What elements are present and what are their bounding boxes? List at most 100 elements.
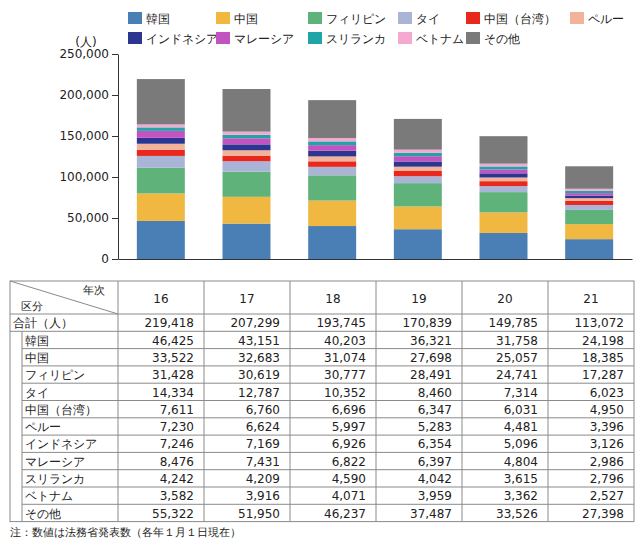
legend-swatch <box>128 32 142 44</box>
y-tick-label: 0 <box>101 252 109 266</box>
row-label: ペルー <box>25 420 61 434</box>
data-table: 年次区分161718192021合計（人）219,418207,299193,7… <box>10 281 634 522</box>
y-axis: 050,000100,000150,000200,000250,000 <box>59 47 118 266</box>
row-label: スリランカ <box>25 472 85 486</box>
table-cell: 32,683 <box>238 351 280 365</box>
bar-segment <box>137 156 185 168</box>
corner-bottom: 区分 <box>21 300 43 313</box>
bar-segment <box>565 239 613 259</box>
legend-item: インドネシア <box>128 32 218 46</box>
table-cell: 7,230 <box>160 420 194 434</box>
note: 注：数値は法務省発表数（各年１月１日現在） <box>10 526 241 539</box>
y-tick: 0 <box>101 252 118 266</box>
table-cell: 5,997 <box>332 420 366 434</box>
column-header: 17 <box>239 292 254 306</box>
bar-segment <box>137 168 185 194</box>
column-header: 19 <box>411 292 426 306</box>
y-tick-label: 250,000 <box>59 47 109 61</box>
bar-segment <box>223 135 271 138</box>
table-cell: 8,476 <box>160 455 194 469</box>
table-cell: 2,527 <box>590 489 624 503</box>
table-cell: 43,151 <box>238 334 280 348</box>
row-label: 中国 <box>25 351 49 365</box>
table-cell: 170,839 <box>402 316 452 330</box>
y-tick-mark <box>112 95 118 96</box>
bar-segment <box>565 198 613 201</box>
legend-label: ベトナム <box>416 32 464 46</box>
bar-segment <box>308 151 356 157</box>
legend-label: 中国 <box>234 12 258 26</box>
table-rule <box>22 383 634 384</box>
table-cell: 3,396 <box>590 420 624 434</box>
table-cell: 6,023 <box>590 386 624 400</box>
table-cell: 3,126 <box>590 437 624 451</box>
legend-label: その他 <box>484 32 520 46</box>
row-label: その他 <box>25 507 61 521</box>
table-cell: 8,460 <box>418 386 452 400</box>
y-tick-label: 50,000 <box>67 211 109 225</box>
bar-segment <box>137 150 185 156</box>
table-cell: 24,741 <box>496 368 538 382</box>
table-cell: 36,321 <box>410 334 452 348</box>
table-cell: 2,986 <box>590 455 624 469</box>
legend-label: インドネシア <box>146 32 218 46</box>
bar-segment <box>565 189 613 191</box>
table-cell: 6,347 <box>418 403 452 417</box>
table-cell: 31,758 <box>496 334 538 348</box>
row-label: インドネシア <box>25 437 97 451</box>
legend-label: 中国（台湾） <box>484 12 556 26</box>
table-cell: 4,590 <box>332 472 366 486</box>
table-rule <box>118 281 119 522</box>
bar-segment <box>137 127 185 130</box>
bar-segment <box>480 164 528 167</box>
table-cell: 3,916 <box>246 489 280 503</box>
bar-segment <box>394 229 442 259</box>
legend-item: ペルー <box>570 12 624 26</box>
table-cell: 4,481 <box>504 420 538 434</box>
bar-segment <box>137 193 185 220</box>
table-cell: 24,198 <box>582 334 624 348</box>
table-cell: 6,397 <box>418 455 452 469</box>
legend-swatch <box>216 12 230 24</box>
legend-label: 韓国 <box>146 12 170 26</box>
legend-label: スリランカ <box>326 32 386 46</box>
table-rule <box>548 281 549 522</box>
bar-segment <box>394 183 442 206</box>
bar-segment <box>308 156 356 161</box>
table-cell: 7,611 <box>160 403 194 417</box>
bar-segment <box>394 119 442 150</box>
legend-item: スリランカ <box>308 32 386 46</box>
bar-segment <box>480 178 528 182</box>
table-cell: 30,619 <box>238 368 280 382</box>
table-cell: 7,169 <box>246 437 280 451</box>
bar-segment <box>223 89 271 132</box>
y-tick-mark <box>112 136 118 137</box>
table-cell: 7,314 <box>504 386 538 400</box>
bar-segment <box>137 138 185 144</box>
table-rule <box>290 281 291 522</box>
legend: 韓国中国フィリピンタイ中国（台湾）ペルーインドネシアマレーシアスリランカベトナム… <box>128 12 624 46</box>
legend-item: マレーシア <box>216 32 294 46</box>
legend-swatch <box>398 32 412 44</box>
bar-segment <box>394 156 442 161</box>
table-cell: 4,242 <box>160 472 194 486</box>
table-cell: 14,334 <box>152 386 194 400</box>
legend-label: タイ <box>416 12 440 26</box>
x-axis <box>119 259 633 261</box>
table-rule <box>22 504 634 505</box>
y-tick: 250,000 <box>59 47 118 61</box>
table-cell: 3,362 <box>504 489 538 503</box>
chart-page: 050,000100,000150,000200,000250,000(人)韓国… <box>0 0 644 542</box>
bar-segment <box>308 226 356 259</box>
x-axis-line <box>119 259 633 260</box>
bar-segment <box>480 169 528 173</box>
bar-segment <box>223 156 271 162</box>
table-rule <box>22 365 634 366</box>
table-rule <box>22 400 634 401</box>
bar-segment <box>308 167 356 175</box>
legend-swatch <box>128 12 142 24</box>
bar-segment <box>137 124 185 127</box>
table-cell: 33,526 <box>496 507 538 521</box>
bar-segment <box>394 171 442 176</box>
bar-segment <box>308 161 356 166</box>
